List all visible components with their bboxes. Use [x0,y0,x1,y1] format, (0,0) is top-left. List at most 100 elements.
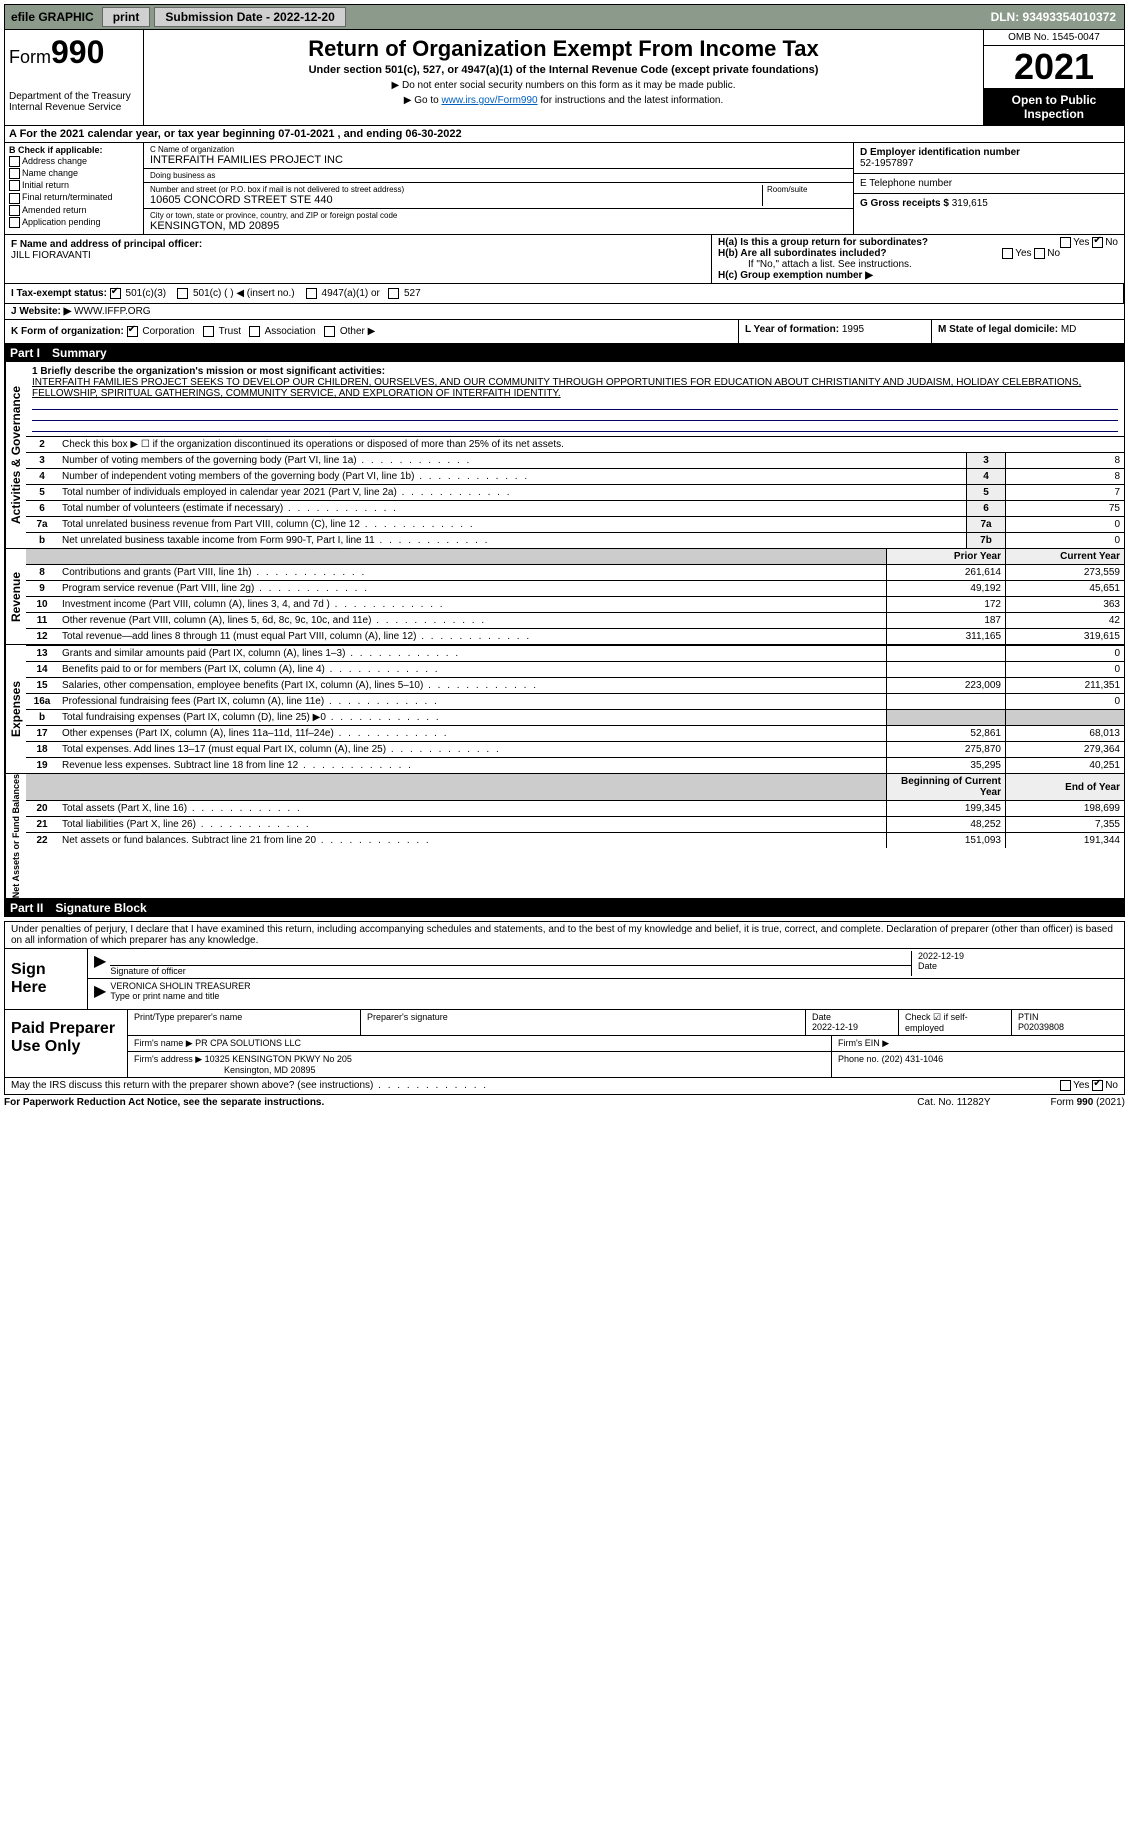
k-opt2: Association [265,326,316,337]
ha-no[interactable] [1092,237,1103,248]
i-527[interactable] [388,288,399,299]
sign-here-row: Sign Here ▶ Signature of officer 2022-12… [5,948,1124,1009]
i-501c3[interactable] [110,288,121,299]
self-employed: Check ☑ if self-employed [899,1010,1012,1035]
k-assoc[interactable] [249,326,260,337]
part2-header: Part II Signature Block [4,899,1125,917]
i-label: I Tax-exempt status: [11,288,107,299]
k-opt3: Other ▶ [340,326,375,337]
ha-yes-l: Yes [1073,237,1089,248]
phone-label: E Telephone number [860,178,952,189]
k-corp[interactable] [127,326,138,337]
na-prior-h: Beginning of Current Year [887,774,1006,800]
firm-addr2: Kensington, MD 20895 [134,1065,316,1075]
i-opt2: 4947(a)(1) or [322,288,380,299]
line2: Check this box ▶ ☐ if the organization d… [58,437,1124,453]
box-k: K Form of organization: Corporation Trus… [5,320,738,343]
org-name: INTERFAITH FAMILIES PROJECT INC [150,154,847,166]
cb-initial-return[interactable] [9,180,20,191]
part1-num: Part I [10,346,52,360]
mission-block: 1 Briefly describe the organization's mi… [26,362,1124,436]
hc-label: H(c) Group exemption number ▶ [718,270,873,281]
hb-no[interactable] [1034,248,1045,259]
part2-title: Signature Block [55,901,146,915]
cb-name-change[interactable] [9,168,20,179]
footer-mid: Cat. No. 11282Y [917,1097,990,1108]
state-domicile: MD [1061,324,1077,335]
na-cur-h: End of Year [1006,774,1125,800]
box-l: L Year of formation: 1995 [738,320,931,343]
section-fh: F Name and address of principal officer:… [4,235,1125,284]
print-button[interactable]: print [102,7,151,27]
irs-link[interactable]: www.irs.gov/Form990 [441,95,537,106]
note-ssn: ▶ Do not enter social security numbers o… [148,80,979,91]
firm-phone: (202) 431-1046 [882,1054,944,1064]
signature-block: Under penalties of perjury, I declare th… [4,921,1125,1094]
rev-cur-h: Current Year [1006,549,1125,564]
mission-label: 1 Briefly describe the organization's mi… [32,366,385,377]
k-trust[interactable] [203,326,214,337]
k-opt1: Trust [219,326,241,337]
discuss-yes[interactable] [1060,1080,1071,1091]
preparer-row: Paid Preparer Use Only Print/Type prepar… [5,1009,1124,1077]
part1-header: Part I Summary [4,344,1125,362]
cb-label-3: Final return/terminated [22,192,113,202]
dept-treasury: Department of the Treasury [9,91,139,102]
box-h: H(a) Is this a group return for subordin… [712,235,1124,283]
firm-ein-label: Firm's EIN ▶ [832,1036,1124,1051]
footer: For Paperwork Reduction Act Notice, see … [4,1095,1125,1110]
m-label: M State of legal domicile: [938,324,1058,335]
form-header: Form990 Department of the Treasury Inter… [4,30,1125,126]
revenue-tab: Revenue [5,549,26,644]
irs-label: Internal Revenue Service [9,102,139,113]
declaration: Under penalties of perjury, I declare th… [5,922,1124,948]
firm-phone-label: Phone no. [838,1054,879,1064]
i-opt0: 501(c)(3) [126,288,167,299]
netassets-rows: 20Total assets (Part X, line 16)199,3451… [26,800,1124,848]
form-title: Return of Organization Exempt From Incom… [148,36,979,62]
c-name-label: C Name of organization [150,145,847,154]
ein-label: D Employer identification number [860,147,1020,158]
box-j: J Website: ▶ WWW.IFFP.ORG [4,304,1125,320]
hb-no-l: No [1047,248,1060,259]
netassets-tab: Net Assets or Fund Balances [5,774,26,898]
discuss-text: May the IRS discuss this return with the… [11,1080,488,1091]
cb-app-pending[interactable] [9,217,20,228]
addr-label: Number and street (or P.O. box if mail i… [150,185,762,194]
open-to-public: Open to Public Inspection [984,89,1124,125]
cb-final-return[interactable] [9,193,20,204]
hb-yes[interactable] [1002,248,1013,259]
cb-amended[interactable] [9,205,20,216]
discuss-no[interactable] [1092,1080,1103,1091]
expenses-rows: 13Grants and similar amounts paid (Part … [26,645,1124,773]
cb-label-5: Application pending [22,217,101,227]
form-prefix: Form [9,47,51,67]
pt-sig-label: Preparer's signature [361,1010,806,1035]
ha-yes[interactable] [1060,237,1071,248]
l-label: L Year of formation: [745,324,839,335]
paid-preparer-label: Paid Preparer Use Only [5,1010,127,1077]
note-link: ▶ Go to www.irs.gov/Form990 for instruct… [148,95,979,106]
pt-date: 2022-12-19 [812,1022,858,1032]
arrow-icon: ▶ [94,951,106,976]
i-4947[interactable] [306,288,317,299]
type-name-label: Type or print name and title [110,991,219,1001]
i-501c[interactable] [177,288,188,299]
form-subtitle: Under section 501(c), 527, or 4947(a)(1)… [148,64,979,76]
footer-left: For Paperwork Reduction Act Notice, see … [4,1097,324,1108]
discuss-row: May the IRS discuss this return with the… [5,1077,1124,1093]
pt-date-label: Date [812,1012,831,1022]
goto-pre: ▶ Go to [404,95,442,106]
i-opt3: 527 [404,288,421,299]
revenue-table: Prior Year Current Year [26,549,1124,564]
room-label: Room/suite [767,185,847,194]
street-address: 10605 CONCORD STREET STE 440 [150,194,762,206]
officer-name-title: VERONICA SHOLIN TREASURER [110,981,1118,991]
cb-address-change[interactable] [9,156,20,167]
cb-label-1: Name change [22,168,78,178]
i-opt1: 501(c) ( ) ◀ (insert no.) [193,288,295,299]
part2-num: Part II [10,901,55,915]
hb-yes-l: Yes [1015,248,1031,259]
footer-right: Form 990 (2021) [1051,1097,1126,1108]
k-other[interactable] [324,326,335,337]
